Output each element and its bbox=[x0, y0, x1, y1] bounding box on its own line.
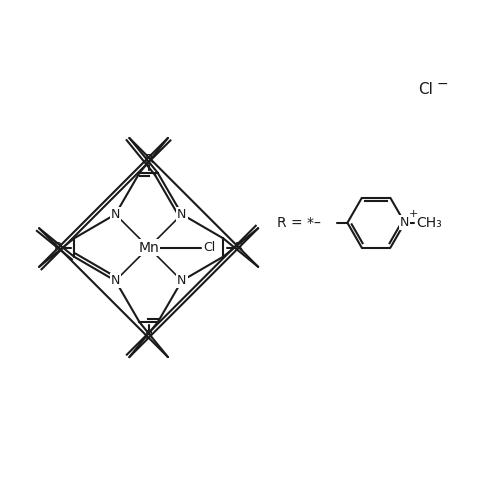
Text: R = *–: R = *– bbox=[277, 216, 321, 230]
Text: N: N bbox=[110, 274, 120, 287]
Text: Cl: Cl bbox=[418, 82, 433, 97]
Text: R: R bbox=[54, 241, 62, 254]
Text: +: + bbox=[408, 209, 418, 219]
Text: N: N bbox=[110, 208, 120, 221]
Text: N: N bbox=[177, 274, 186, 287]
Text: Cl: Cl bbox=[204, 241, 216, 254]
Text: N: N bbox=[177, 208, 186, 221]
Text: R: R bbox=[144, 330, 153, 342]
Text: N: N bbox=[400, 216, 409, 230]
Text: Mn: Mn bbox=[138, 240, 159, 254]
Text: R: R bbox=[234, 241, 244, 254]
Text: −: − bbox=[436, 76, 448, 90]
Text: R: R bbox=[144, 152, 153, 166]
Text: CH₃: CH₃ bbox=[416, 216, 442, 230]
